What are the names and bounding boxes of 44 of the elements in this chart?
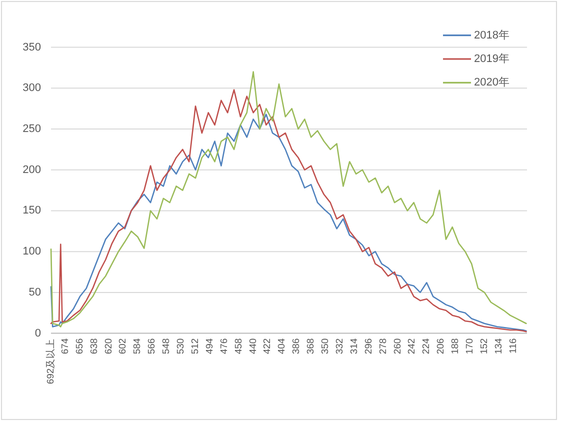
x-tick-label: 602 [118,338,129,354]
x-tick-label: 188 [450,338,462,354]
x-tick-label: 530 [176,338,187,354]
x-tick-label: 692及以上 [44,338,56,384]
y-tick-label: 150 [22,204,41,217]
x-tick-label: 296 [363,338,374,354]
y-tick-label: 300 [22,82,41,94]
x-tick-label: 656 [74,338,86,354]
x-tick-label: 404 [276,338,288,354]
x-tick-label: 638 [88,338,100,354]
x-tick-label: 674 [60,338,71,354]
x-tick-label: 260 [392,338,404,354]
x-tick-label: 512 [190,338,201,354]
x-tick-label: 440 [248,338,259,354]
x-tick-label: 368 [306,338,317,354]
legend-label: 2019年 [474,53,510,65]
x-tick-label: 134 [493,338,504,354]
x-tick-label: 584 [132,338,144,354]
x-tick-label: 422 [262,338,274,354]
x-tick-label: 458 [233,338,244,354]
x-tick-label: 224 [421,338,432,354]
x-tick-label: 314 [348,338,360,354]
x-tick-label: 386 [291,338,302,354]
x-tick-label: 332 [334,338,346,354]
x-tick-label: 170 [464,338,476,354]
x-tick-label: 494 [204,338,216,354]
x-tick-label: 278 [378,338,389,354]
y-tick-label: 0 [34,327,41,340]
y-tick-label: 50 [28,286,41,298]
x-tick-label: 206 [436,338,447,354]
legend-label: 2020年 [474,76,510,89]
y-tick-label: 200 [22,164,41,176]
x-tick-label: 476 [218,338,230,354]
x-tick-label: 116 [508,338,519,354]
x-tick-label: 350 [320,338,332,354]
y-tick-label: 250 [22,123,41,136]
x-tick-label: 620 [103,338,114,354]
x-tick-label: 548 [161,338,172,354]
y-tick-label: 100 [22,246,41,258]
y-tick-label: 350 [22,41,41,54]
legend-label: 2018年 [474,29,510,42]
x-tick-label: 242 [406,338,418,354]
x-tick-label: 152 [478,338,490,354]
x-tick-label: 566 [146,338,158,354]
